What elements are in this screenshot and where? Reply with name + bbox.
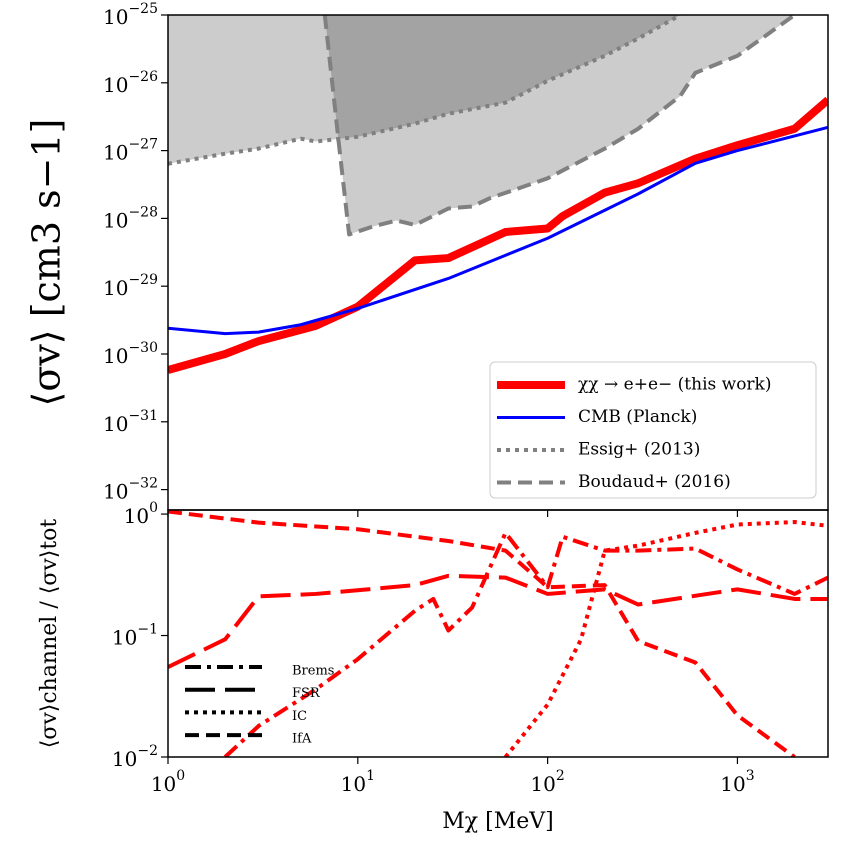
- series-line: [322, 15, 796, 237]
- x-axis-label: Mχ [MeV]: [442, 809, 553, 834]
- legend-label: IfA: [292, 732, 312, 747]
- y-tick-label: 100: [124, 500, 158, 528]
- y-tick-label: 10−1: [112, 622, 158, 650]
- x-tick-label: 100: [151, 768, 185, 796]
- y-tick-label: 10−32: [103, 476, 158, 504]
- legend-box: [489, 361, 817, 499]
- legend-label: CMB (Planck): [578, 407, 697, 427]
- y-axis-label: ⟨σv⟩ [cm3 s−1]: [25, 119, 69, 407]
- y-tick-label: 10−26: [103, 69, 158, 97]
- series-line: [223, 530, 828, 757]
- y-axis-label: ⟨σv⟩channel / ⟨σv⟩tot: [37, 519, 62, 749]
- y-tick-label: 10−28: [103, 204, 158, 232]
- legend-label: Brems: [292, 664, 334, 679]
- y-tick-label: 10−31: [103, 408, 158, 436]
- excluded-region: [168, 15, 681, 164]
- legend-label: χχ → e+e− (this work): [578, 375, 772, 395]
- series-line: [168, 15, 682, 166]
- legend-label: FSR: [292, 686, 321, 701]
- legend-label: Boudaud+ (2016): [578, 472, 731, 492]
- x-tick-label: 102: [530, 768, 564, 796]
- legend-label: IC: [292, 709, 307, 724]
- x-tick-label: 103: [720, 768, 754, 796]
- series-line: [168, 96, 828, 374]
- series-line: [168, 573, 828, 669]
- excluded-region: [324, 15, 795, 235]
- y-tick-label: 10−25: [103, 1, 158, 29]
- x-tick-label: 101: [341, 768, 375, 796]
- series-line: [168, 510, 796, 757]
- plot-area: [168, 15, 828, 374]
- series-line: [503, 520, 828, 757]
- y-tick-label: 10−2: [112, 743, 158, 771]
- y-tick-label: 10−27: [103, 137, 158, 165]
- series-line: [168, 125, 828, 336]
- axes-frame: [167, 509, 829, 758]
- legend-label: Essig+ (2013): [578, 440, 700, 460]
- y-tick-label: 10−29: [103, 272, 158, 300]
- y-tick-label: 10−30: [103, 340, 158, 368]
- plot-area: [168, 510, 828, 757]
